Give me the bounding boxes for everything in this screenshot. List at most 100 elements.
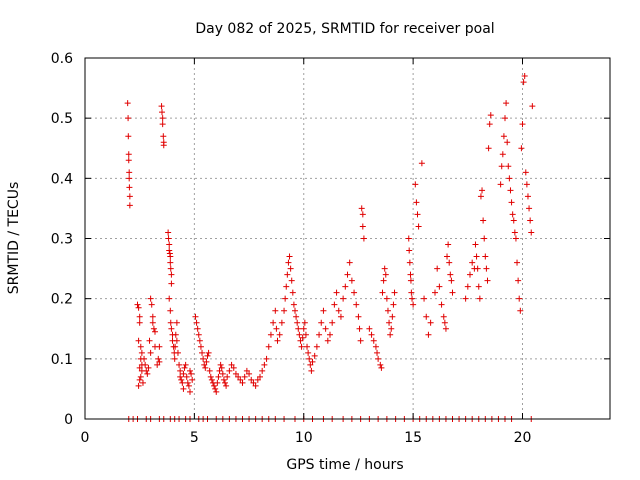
data-point [270, 319, 277, 326]
data-point [407, 277, 414, 284]
data-point [261, 361, 268, 368]
data-point [333, 289, 340, 296]
data-point [232, 370, 239, 377]
data-point [124, 100, 131, 107]
data-point [254, 376, 261, 383]
data-point [179, 379, 186, 386]
data-point [165, 229, 172, 236]
data-point [150, 325, 157, 332]
data-point [159, 121, 166, 128]
data-point [287, 265, 294, 272]
data-point [212, 385, 219, 392]
data-point [288, 277, 295, 284]
data-point [518, 145, 525, 152]
data-point [265, 343, 272, 350]
data-point [484, 277, 491, 284]
y-tick-label: 0.2 [51, 292, 73, 308]
data-point [297, 337, 304, 344]
data-point [194, 325, 201, 332]
data-point [342, 283, 349, 290]
data-point [441, 319, 448, 326]
data-point [215, 373, 222, 380]
data-point [444, 253, 451, 260]
data-point [125, 133, 132, 140]
data-point [311, 352, 318, 359]
data-point [406, 259, 413, 266]
data-point [405, 235, 412, 242]
data-point [427, 319, 434, 326]
data-point [125, 157, 132, 164]
data-point [184, 379, 191, 386]
data-point [149, 319, 156, 326]
grid [85, 58, 610, 419]
data-point [464, 283, 471, 290]
data-point [353, 301, 360, 308]
data-point [167, 259, 174, 266]
data-point [189, 376, 196, 383]
data-point [135, 304, 142, 311]
data-point [472, 241, 479, 248]
data-point [174, 349, 181, 356]
data-point [390, 301, 397, 308]
x-tick-label: 0 [81, 430, 90, 446]
data-point [195, 331, 202, 338]
data-point [160, 142, 167, 149]
data-point [307, 361, 314, 368]
data-point [289, 289, 296, 296]
data-point [511, 229, 518, 236]
data-point [331, 301, 338, 308]
data-point [504, 139, 511, 146]
data-point [166, 295, 173, 302]
data-point [300, 325, 307, 332]
data-point [374, 349, 381, 356]
data-point [181, 364, 188, 371]
data-point [135, 337, 142, 344]
data-point [529, 103, 536, 110]
data-point [506, 175, 513, 182]
data-point [355, 313, 362, 320]
y-tick-label: 0 [64, 412, 73, 428]
data-point [267, 331, 274, 338]
data-point [521, 73, 528, 80]
data-point [136, 376, 143, 383]
data-point [199, 349, 206, 356]
y-tick-label: 0.5 [51, 111, 73, 127]
data-point [125, 115, 132, 122]
data-point [516, 295, 523, 302]
data-point [377, 361, 384, 368]
data-point [366, 325, 373, 332]
data-point [348, 277, 355, 284]
data-point [346, 259, 353, 266]
data-point [507, 187, 514, 194]
data-point [202, 364, 209, 371]
data-point [306, 355, 313, 362]
data-point [134, 301, 141, 308]
data-point [126, 169, 133, 176]
data-point [224, 373, 231, 380]
data-point [200, 355, 207, 362]
data-point [183, 373, 190, 380]
y-tick-label: 0.3 [51, 232, 73, 248]
data-point [316, 331, 323, 338]
data-point [448, 277, 455, 284]
data-point [517, 307, 524, 314]
data-point [206, 367, 213, 374]
data-point [295, 325, 302, 332]
data-point [292, 307, 298, 314]
chart-title: Day 082 of 2025, SRMTID for receiver poa… [195, 21, 494, 37]
data-point [281, 307, 288, 314]
data-point [503, 100, 510, 107]
data-point [304, 343, 311, 350]
data-point [477, 193, 484, 200]
data-point [421, 295, 428, 302]
data-point [449, 289, 456, 296]
data-point [216, 367, 223, 374]
data-point [177, 367, 184, 374]
data-points [124, 73, 536, 422]
data-point [286, 253, 293, 260]
data-point [474, 265, 481, 272]
data-point [305, 349, 312, 356]
data-point [126, 184, 133, 191]
data-point [357, 337, 364, 344]
data-point [283, 283, 290, 290]
